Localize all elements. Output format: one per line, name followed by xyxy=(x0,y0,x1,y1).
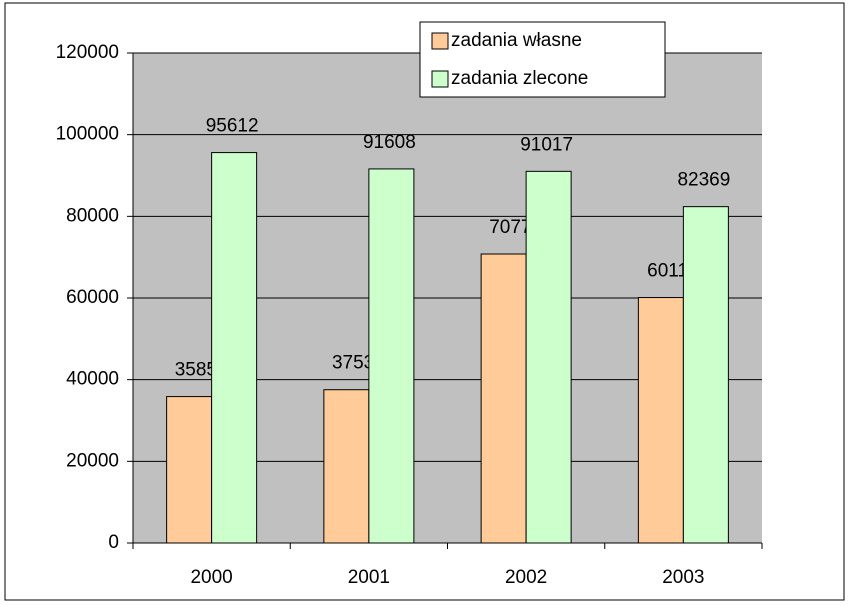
x-tick-label: 2000 xyxy=(190,567,232,588)
bar xyxy=(368,168,415,544)
y-tick-label: 120000 xyxy=(56,42,119,63)
data-label: 91017 xyxy=(520,134,573,155)
bar xyxy=(166,396,213,544)
bar xyxy=(682,206,729,544)
y-tick-label: 60000 xyxy=(66,287,119,308)
x-tick-label: 2001 xyxy=(348,567,390,588)
y-tick-label: 0 xyxy=(108,532,119,553)
y-tick-label: 20000 xyxy=(66,450,119,471)
data-label: 91608 xyxy=(363,132,416,153)
y-tick-label: 80000 xyxy=(66,205,119,226)
bar xyxy=(211,152,258,544)
bar xyxy=(323,389,370,544)
bar xyxy=(480,253,527,544)
x-tick-label: 2002 xyxy=(505,567,547,588)
bar xyxy=(637,297,684,544)
y-tick-label: 100000 xyxy=(56,124,119,145)
data-label: 95612 xyxy=(206,116,259,137)
legend-box xyxy=(419,21,666,98)
y-tick-label: 40000 xyxy=(66,369,119,390)
legend-label: zadania zlecone xyxy=(451,68,588,89)
data-label: 82369 xyxy=(677,170,730,191)
bar xyxy=(525,170,572,544)
x-tick-label: 2003 xyxy=(662,567,704,588)
legend-swatch xyxy=(431,32,449,50)
legend-swatch xyxy=(431,70,449,88)
legend-label: zadania własne xyxy=(451,30,582,51)
